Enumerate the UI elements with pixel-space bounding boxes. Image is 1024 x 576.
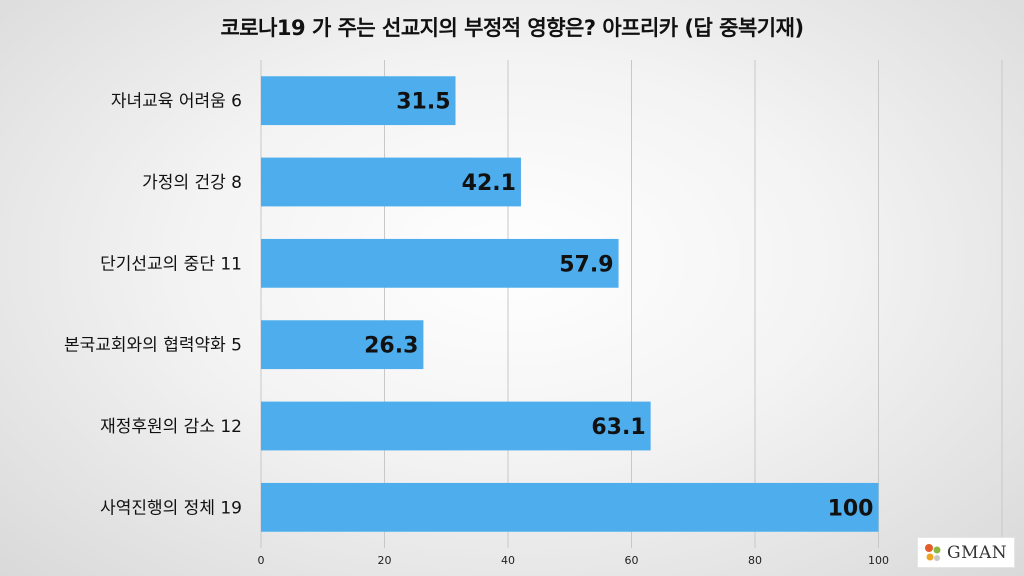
gman-logo: GMAN [917, 537, 1015, 568]
category-label: 사역진행의 정체 19 [100, 498, 242, 518]
category-label: 단기선교의 중단 11 [100, 254, 242, 274]
chart-title: 코로나19 가 주는 선교지의 부정적 영향은? 아프리카 (답 중복기재) [220, 16, 804, 40]
category-label: 재정후원의 감소 12 [100, 417, 242, 437]
data-label: 100 [828, 496, 874, 521]
category-label: 가정의 건강 8 [142, 173, 242, 193]
category-labels: 자녀교육 어려움 6 가정의 건강 8 단기선교의 중단 11 본국교회와의 협력약화… [64, 92, 242, 519]
gman-logo-mark-icon [925, 543, 941, 561]
category-label: 자녀교육 어려움 6 [111, 92, 242, 112]
x-tick-label: 20 [378, 554, 392, 567]
data-label: 31.5 [396, 90, 450, 115]
x-tick-labels: 0 20 40 60 80 100 [258, 554, 890, 567]
bar [261, 238, 619, 288]
x-tick-label: 100 [868, 554, 889, 567]
x-tick-label: 0 [258, 554, 265, 567]
x-tick-label: 80 [748, 554, 762, 567]
bar [261, 76, 456, 126]
data-label: 57.9 [559, 252, 613, 277]
bars [261, 76, 879, 532]
data-label: 63.1 [591, 415, 645, 440]
value-labels: 31.5 42.1 57.9 26.3 63.1 100 [364, 90, 873, 522]
bar [261, 482, 879, 532]
category-label: 본국교회와의 협력약화 5 [64, 336, 242, 356]
data-label: 42.1 [462, 171, 516, 196]
bar [261, 401, 651, 451]
gridlines [260, 60, 1003, 548]
data-label: 26.3 [364, 334, 418, 359]
bar [261, 157, 521, 207]
logo-text: GMAN [947, 542, 1008, 563]
bar [261, 320, 424, 370]
x-tick-label: 40 [501, 554, 515, 567]
x-tick-label: 60 [625, 554, 639, 567]
